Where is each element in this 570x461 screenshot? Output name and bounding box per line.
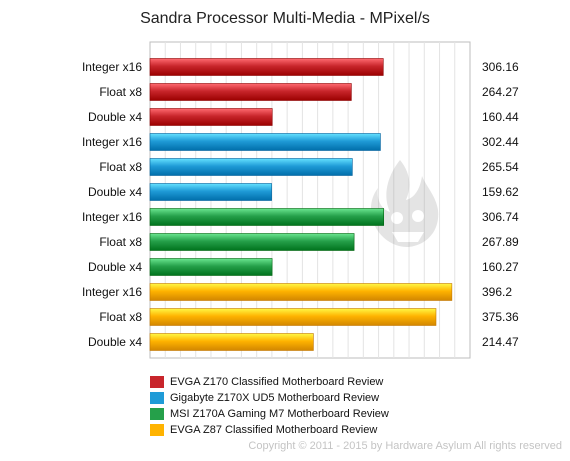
legend-swatch xyxy=(150,392,164,404)
legend-label: EVGA Z170 Classified Motherboard Review xyxy=(170,376,384,388)
value-label: 375.36 xyxy=(482,310,519,324)
value-label: 214.47 xyxy=(482,335,519,349)
legend-label: MSI Z170A Gaming M7 Motherboard Review xyxy=(170,408,389,420)
value-label: 267.89 xyxy=(482,235,519,249)
category-label: Integer x16 xyxy=(82,285,142,299)
value-label: 160.44 xyxy=(482,110,519,124)
bar xyxy=(149,258,273,276)
bar xyxy=(149,283,453,301)
category-label: Float x8 xyxy=(99,310,142,324)
bar xyxy=(149,233,355,251)
bar xyxy=(149,183,272,201)
bar xyxy=(149,83,352,101)
legend-item: EVGA Z170 Classified Motherboard Review xyxy=(150,374,389,390)
category-label: Integer x16 xyxy=(82,135,142,149)
category-label: Double x4 xyxy=(88,260,142,274)
legend-item: EVGA Z87 Classified Motherboard Review xyxy=(150,422,389,438)
legend-label: EVGA Z87 Classified Motherboard Review xyxy=(170,424,378,436)
legend-item: MSI Z170A Gaming M7 Motherboard Review xyxy=(150,406,389,422)
category-label: Float x8 xyxy=(99,160,142,174)
category-label: Double x4 xyxy=(88,110,142,124)
bar xyxy=(149,308,437,326)
chart-title: Sandra Processor Multi-Media - MPixel/s xyxy=(140,10,430,27)
bar xyxy=(149,208,385,226)
chart-legend: EVGA Z170 Classified Motherboard Review … xyxy=(150,374,389,438)
value-label: 160.27 xyxy=(482,260,519,274)
bar xyxy=(149,133,381,151)
category-label: Integer x16 xyxy=(82,210,142,224)
value-label: 302.44 xyxy=(482,135,519,149)
value-label: 306.74 xyxy=(482,210,519,224)
value-label: 159.62 xyxy=(482,185,519,199)
category-label: Double x4 xyxy=(88,185,142,199)
category-label: Float x8 xyxy=(99,235,142,249)
legend-item: Gigabyte Z170X UD5 Motherboard Review xyxy=(150,390,389,406)
bar xyxy=(149,108,273,126)
bar xyxy=(149,158,353,176)
value-label: 396.2 xyxy=(482,285,512,299)
value-label: 265.54 xyxy=(482,160,519,174)
bar-chart: Integer x16 Float x8 Double x4 Integer x16 F… xyxy=(82,41,519,359)
category-label: Float x8 xyxy=(99,85,142,99)
value-label: 306.16 xyxy=(482,60,519,74)
legend-swatch xyxy=(150,424,164,436)
legend-swatch xyxy=(150,408,164,420)
value-label: 264.27 xyxy=(482,85,519,99)
category-label: Double x4 xyxy=(88,335,142,349)
legend-label: Gigabyte Z170X UD5 Motherboard Review xyxy=(170,392,380,404)
bar xyxy=(149,333,314,351)
category-label: Integer x16 xyxy=(82,60,142,74)
watermark-logo xyxy=(370,160,439,248)
bar xyxy=(149,58,384,76)
copyright-text: Copyright © 2011 - 2015 by Hardware Asyl… xyxy=(248,440,562,452)
legend-swatch xyxy=(150,376,164,388)
